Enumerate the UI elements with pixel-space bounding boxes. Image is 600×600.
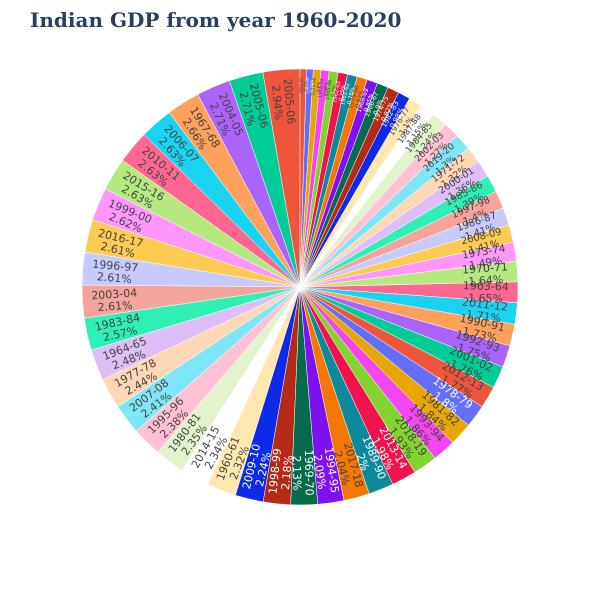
- slice-category-label: 1998-99: [266, 448, 284, 495]
- slice-category-label: 1969-70: [302, 450, 316, 496]
- slice-percent-label: 1.65%: [468, 292, 503, 306]
- pie-slice-label-2003-04: 2003-042.61%: [91, 286, 138, 314]
- slice-category-label: 1988-89: [304, 77, 310, 94]
- pie-slice-label-1975-76: 1975-760.6%: [311, 77, 322, 95]
- slice-percent-label: 0.7%: [331, 84, 339, 98]
- slice-percent-label: 2.09%: [311, 454, 329, 490]
- slice-percent-label: 1.64%: [468, 273, 504, 288]
- slice-category-label: 1972-73: [317, 78, 325, 98]
- pie-slice-label-1965-66: 1965-660.7%: [325, 79, 339, 100]
- slice-percent-label: 0.66%: [323, 81, 331, 97]
- slice-percent-label: 0.78%: [347, 87, 357, 105]
- slice-percent-label: 1.71%: [465, 308, 501, 325]
- slice-percent-label: 2%: [353, 452, 372, 473]
- slice-category-label: 1962-63: [332, 81, 342, 104]
- slice-percent-label: 0.6%: [315, 82, 321, 93]
- slice-category-label: 1991-92: [298, 77, 303, 94]
- slice-percent-label: 1.49%: [468, 255, 503, 272]
- slice-category-label: 1975-76: [311, 77, 317, 95]
- pie-slice-label-1963-64: 1963-641.65%: [463, 279, 509, 306]
- pie-slice-label-1961-62: 1961-620.78%: [340, 83, 357, 107]
- pie-slice-label-2011-12: 2011-121.71%: [461, 295, 508, 325]
- slice-category-label: 1996-97: [92, 258, 139, 275]
- pie-slice-label-1988-89: 1988-890.55%: [304, 77, 315, 94]
- slice-category-label: 1963-64: [463, 279, 509, 293]
- pie-slice-label-1996-97: 1996-972.61%: [92, 258, 139, 286]
- slice-percent-label: 0.75%: [338, 84, 347, 102]
- pie-slice-label-1970-71: 1970-711.64%: [462, 260, 509, 288]
- slice-percent-label: 0.82%: [355, 89, 366, 109]
- pie-slice-label-1991-92: 1991-92 0.5%: [298, 77, 308, 94]
- slice-category-label: 1994-95: [322, 447, 341, 494]
- slice-category-label: 2005-06: [281, 78, 298, 125]
- slice-category-label: 1961-62: [340, 83, 351, 107]
- pie-slice-label-1973-74: 1973-741.49%: [461, 243, 507, 273]
- slice-percent-label: 0.55%: [309, 79, 315, 92]
- pie-slice-label-1998-99: 1998-992.18%: [266, 448, 296, 495]
- pie-slice-1991-92: [299, 68, 307, 288]
- slice-percent-label: 2.94%: [269, 85, 285, 121]
- pie-slice-label-1994-95: 1994-952.09%: [311, 447, 342, 494]
- pie-slice-label-1969-70: 1969-702.13%: [290, 450, 316, 496]
- slice-percent-label: 2.61%: [97, 299, 133, 314]
- pie-slices: [81, 68, 519, 506]
- slice-category-label: 2011-12: [461, 295, 508, 314]
- pie-slice-label-2005-06: 2005-062.94%: [269, 78, 298, 125]
- slice-percent-label: 2.13%: [290, 455, 304, 490]
- chart-title: Indian GDP from year 1960-2020: [30, 8, 402, 32]
- slice-category-label: 2003-04: [91, 286, 138, 302]
- slice-category-label: 1965-66: [325, 79, 334, 100]
- slice-category-label: 1970-71: [462, 260, 509, 276]
- slice-percent-label: 0.5%: [303, 81, 308, 91]
- pie-slice-label-1972-73: 1972-730.66%: [317, 78, 330, 98]
- slice-percent-label: 2.61%: [96, 270, 132, 286]
- slice-percent-label: 2.18%: [279, 454, 296, 490]
- pie-slice-label-1962-63: 1962-630.75%: [332, 81, 347, 104]
